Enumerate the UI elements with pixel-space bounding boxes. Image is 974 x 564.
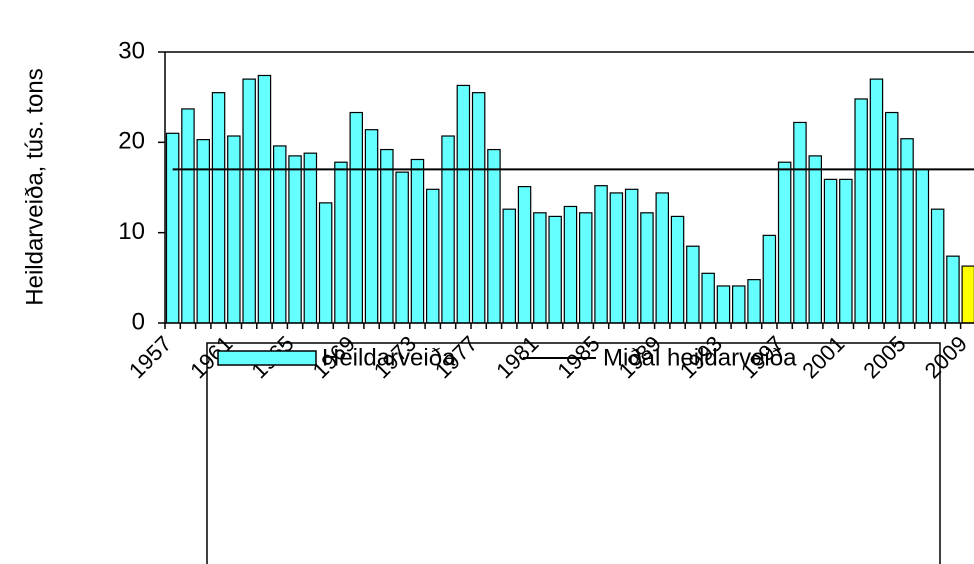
bar <box>961 265 974 324</box>
bar <box>471 92 486 324</box>
bar <box>640 212 654 324</box>
bar <box>762 234 777 324</box>
y-tick-label: 20 <box>118 128 145 155</box>
bar <box>318 202 333 324</box>
bar <box>854 98 868 324</box>
legend-swatch <box>217 350 317 366</box>
y-tick-label: 0 <box>132 308 145 335</box>
bar <box>915 168 930 324</box>
bar <box>257 74 272 324</box>
x-tick-label: 1957 <box>124 331 176 383</box>
bar <box>930 208 945 324</box>
y-tick-label: 30 <box>118 37 145 64</box>
bar <box>624 188 639 324</box>
bar <box>670 215 685 324</box>
bar <box>517 185 532 324</box>
bar <box>349 111 364 324</box>
bar <box>303 152 318 324</box>
bar <box>701 272 715 324</box>
bar <box>211 92 226 324</box>
bar <box>594 185 608 324</box>
bar <box>502 208 517 324</box>
bar <box>609 192 624 324</box>
bar <box>364 129 379 324</box>
bar <box>395 171 409 324</box>
bar <box>884 111 899 324</box>
bar <box>578 212 593 324</box>
bar <box>165 132 180 324</box>
bar <box>716 285 731 324</box>
bar <box>900 138 914 324</box>
bar <box>273 145 287 324</box>
bar <box>548 215 562 324</box>
bar <box>410 158 425 324</box>
bar <box>334 161 348 324</box>
legend-label: Heildarveiða <box>322 344 456 371</box>
bar <box>946 255 960 324</box>
bar <box>533 212 547 324</box>
bar <box>288 155 302 324</box>
bar <box>777 161 792 324</box>
bar <box>823 178 838 324</box>
bar <box>456 84 471 324</box>
bar <box>655 192 669 324</box>
bar <box>441 135 455 324</box>
bar <box>181 108 195 324</box>
y-tick-label: 10 <box>118 218 145 245</box>
bar <box>793 121 807 324</box>
bar <box>487 148 501 324</box>
bar <box>747 279 761 324</box>
bar <box>731 285 746 324</box>
bar <box>839 178 853 324</box>
bar <box>869 78 884 324</box>
bar <box>196 139 211 324</box>
legend-label: Miðal heildarveiða <box>603 344 797 371</box>
bar <box>686 245 700 324</box>
bar <box>227 135 241 324</box>
bar <box>380 148 394 324</box>
bar <box>242 78 256 324</box>
legend <box>206 342 941 564</box>
bar <box>563 205 578 324</box>
bar <box>426 188 440 324</box>
y-axis-label: Heildarveiða, tús. tons <box>21 68 48 305</box>
bar <box>808 155 822 324</box>
